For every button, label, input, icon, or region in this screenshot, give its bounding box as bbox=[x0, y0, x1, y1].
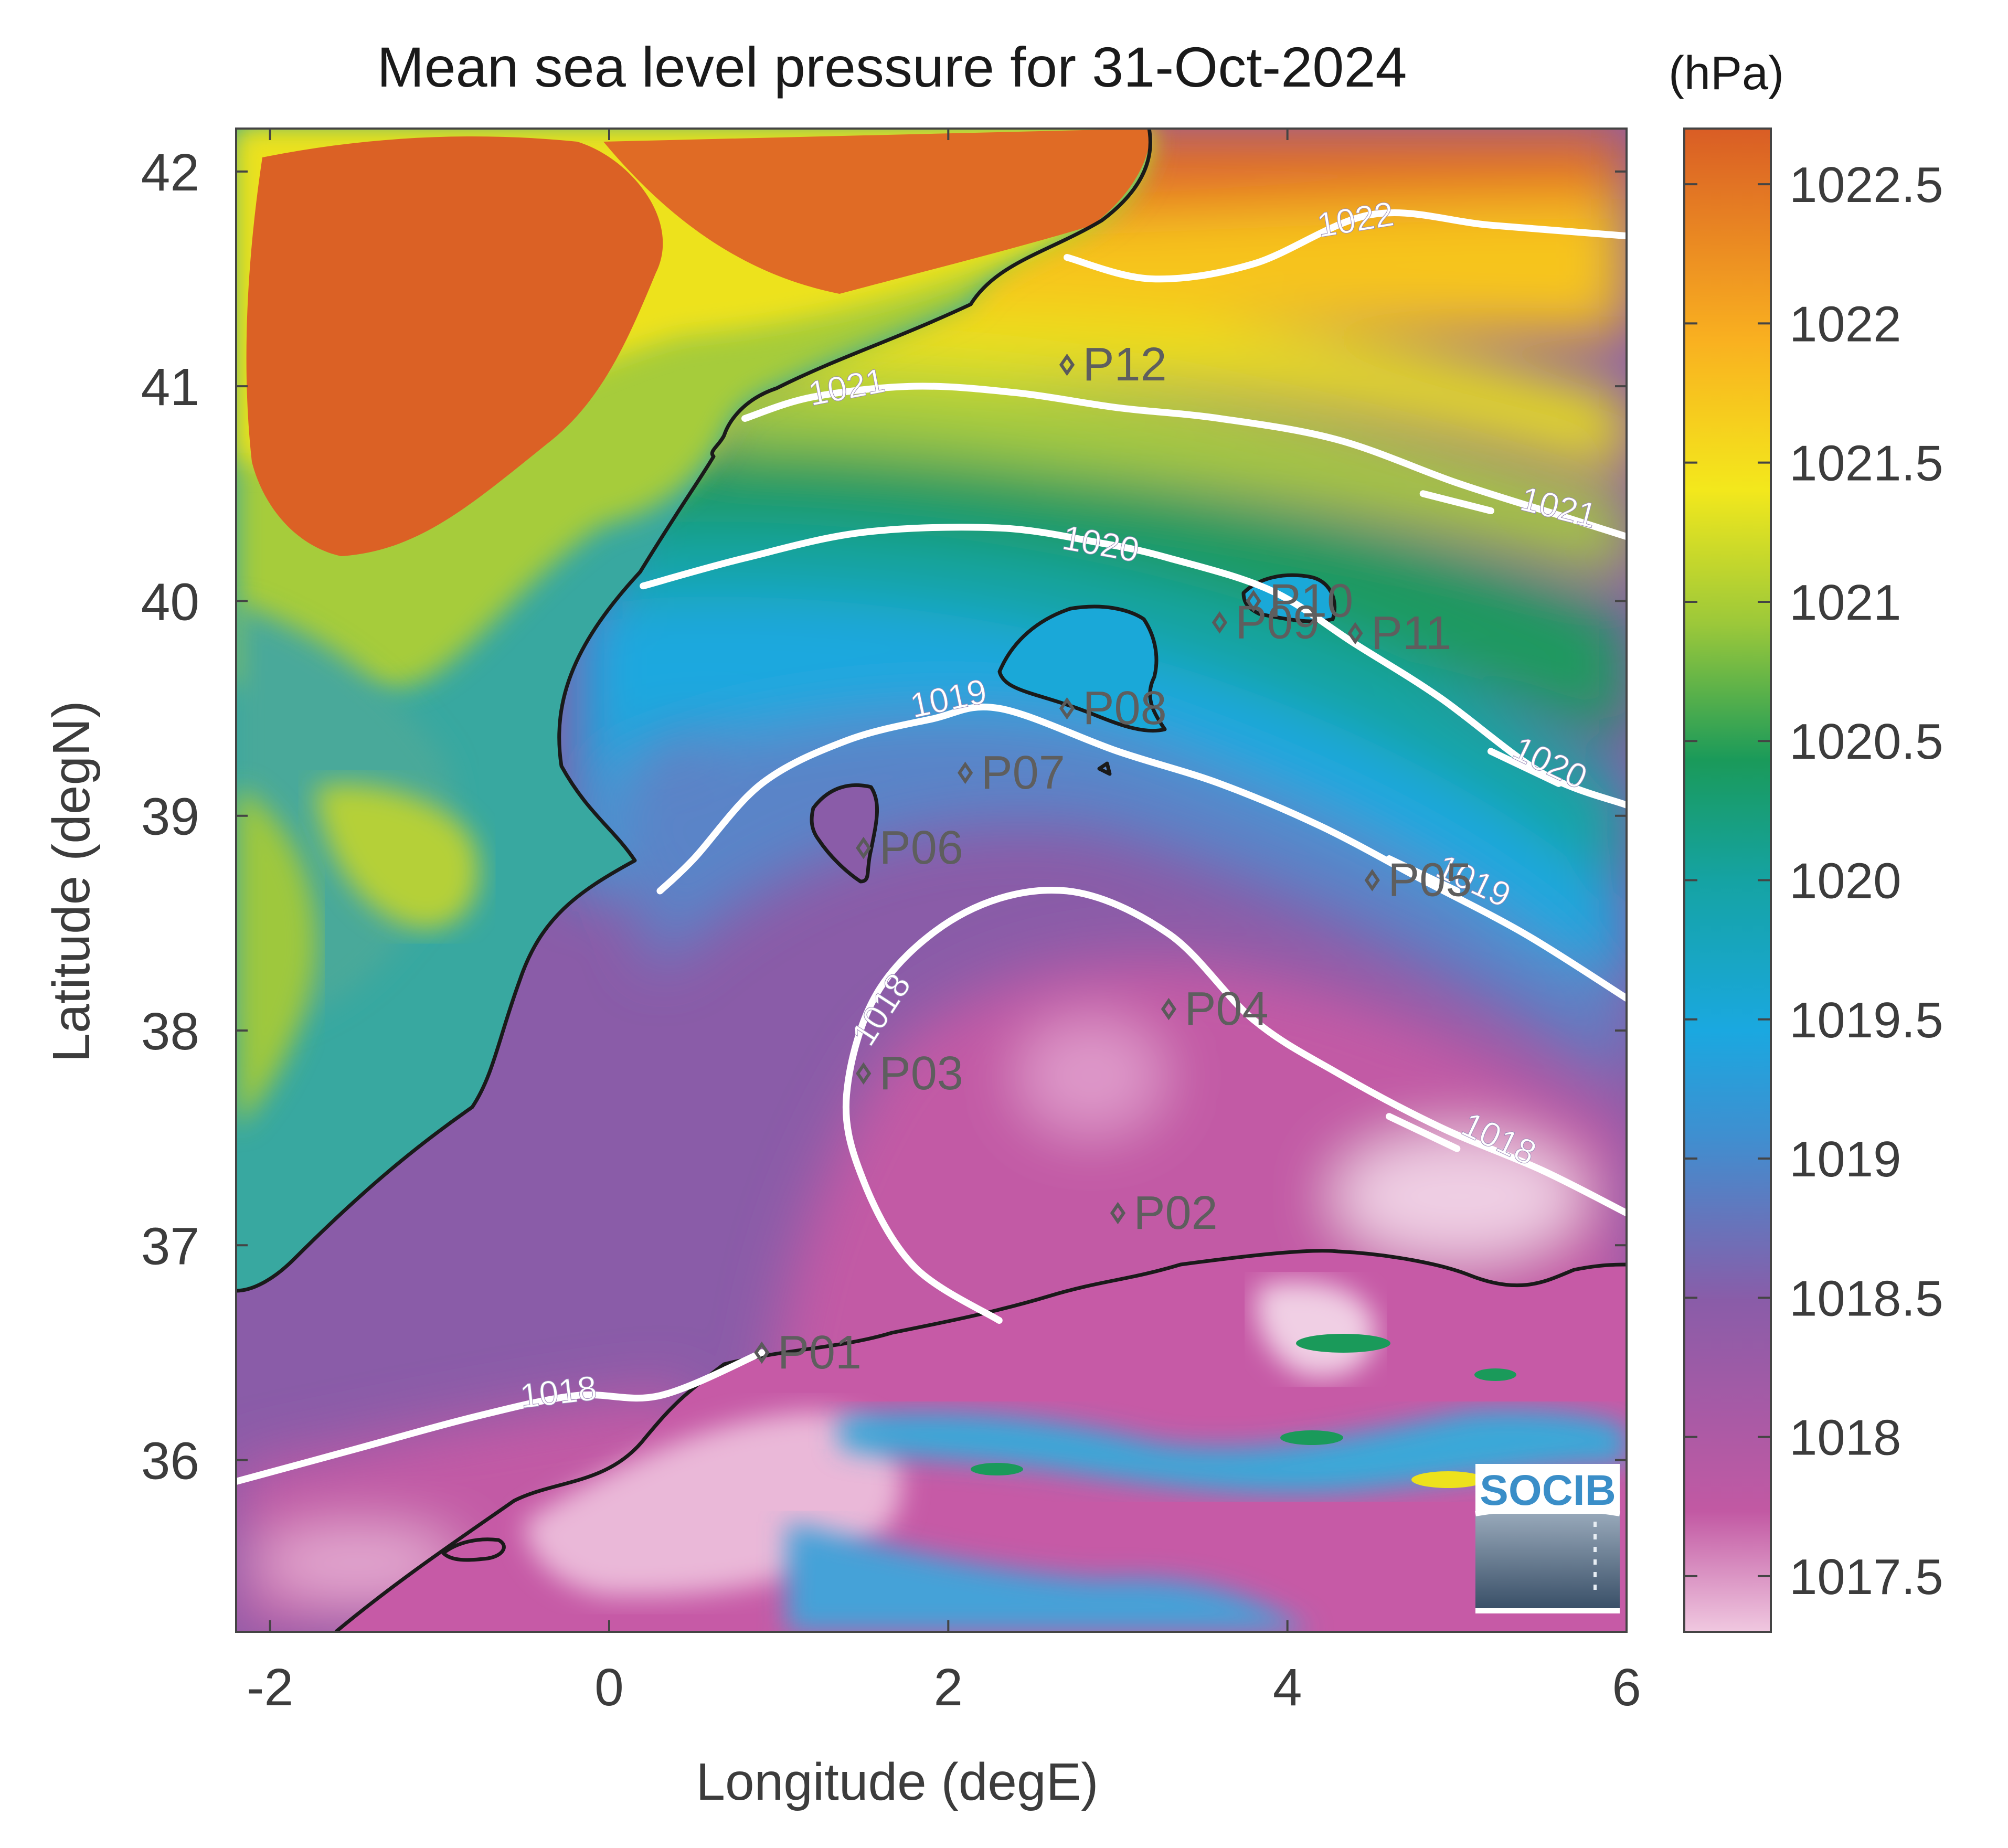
colorbar-tick-label: 1018 bbox=[1789, 1410, 1901, 1466]
isobar-line bbox=[741, 383, 1627, 540]
x-tick-label: -2 bbox=[247, 1658, 293, 1717]
isobar-line bbox=[1386, 855, 1461, 895]
y-axis-label: Latitude (degN) bbox=[42, 700, 101, 1062]
map-axes: -2 0 2 4 6 36 37 38 39 40 41 42 bbox=[141, 129, 1641, 1717]
station-marker-icon bbox=[856, 1062, 872, 1085]
colorbar-tick-label: 1020 bbox=[1789, 853, 1901, 909]
station-marker-icon bbox=[1246, 590, 1261, 612]
station-label: P06 bbox=[879, 822, 963, 874]
y-tick-label: 42 bbox=[141, 143, 199, 202]
station-p03: P03 bbox=[856, 1047, 963, 1100]
isobar-label: 1018 bbox=[518, 1368, 599, 1415]
station-p06: P06 bbox=[856, 822, 963, 874]
isobar-line bbox=[842, 886, 1627, 1324]
colorbar-tick-label: 1018.5 bbox=[1789, 1270, 1943, 1326]
colorbar-tick-label: 1021.5 bbox=[1789, 436, 1943, 492]
colorbar: 1022.5 1022 1021.5 1021 1020.5 1020 1019.5 1019… bbox=[1683, 128, 1943, 1633]
station-marker-icon bbox=[1110, 1202, 1126, 1225]
station-p12: P12 bbox=[1059, 338, 1167, 391]
station-label: P10 bbox=[1269, 575, 1353, 627]
colorbar-tick-label: 1019.5 bbox=[1789, 992, 1943, 1048]
station-label: P03 bbox=[879, 1047, 963, 1100]
y-tick-label: 39 bbox=[141, 788, 199, 846]
map-plot-area: 1022102110211020102010191019101810181018… bbox=[236, 129, 1627, 1632]
station-label: P12 bbox=[1083, 338, 1167, 391]
y-tick-label: 38 bbox=[141, 1002, 199, 1061]
station-marker-icon bbox=[754, 1341, 770, 1364]
y-tick-label: 36 bbox=[141, 1432, 199, 1491]
station-p01: P01 bbox=[754, 1326, 862, 1379]
y-tick-label: 40 bbox=[141, 572, 199, 631]
colorbar-tick-label: 1017.5 bbox=[1789, 1549, 1943, 1605]
station-marker-icon bbox=[1059, 697, 1075, 720]
x-tick-label: 2 bbox=[934, 1658, 963, 1717]
station-marker-icon bbox=[1059, 353, 1075, 376]
station-marker-icon bbox=[957, 761, 973, 784]
colorbar-tick-label: 1020.5 bbox=[1789, 714, 1943, 770]
colorbar-tick-label: 1022 bbox=[1789, 296, 1901, 352]
station-p05: P05 bbox=[1364, 854, 1472, 907]
isobar-1018-9: 1018 bbox=[236, 1349, 766, 1485]
station-marker-icon bbox=[856, 836, 872, 859]
station-p08: P08 bbox=[1059, 682, 1167, 735]
plot-frame bbox=[235, 128, 1628, 1633]
station-label: P11 bbox=[1371, 607, 1451, 660]
isobar-line bbox=[640, 524, 1627, 809]
socib-logo: SOCIB bbox=[1475, 1464, 1620, 1613]
station-p07: P07 bbox=[957, 747, 1065, 799]
isobar-label-group: 1018 bbox=[517, 1368, 599, 1416]
balearic-islands bbox=[812, 575, 1335, 881]
colorbar-ticks: 1022.5 1022 1021.5 1021 1020.5 1020 1019.5 1019… bbox=[1684, 157, 1943, 1605]
colorbar-tick-label: 1019 bbox=[1789, 1131, 1901, 1187]
station-p10: P10 bbox=[1246, 575, 1353, 627]
colorbar-unit: (hPa) bbox=[1669, 47, 1784, 100]
x-tick-label: 0 bbox=[594, 1658, 624, 1717]
station-label: P04 bbox=[1184, 983, 1268, 1035]
station-marker-icon bbox=[1347, 622, 1363, 645]
map-title: Mean sea level pressure for 31-Oct-2024 bbox=[377, 35, 1407, 99]
station-label: P07 bbox=[981, 747, 1065, 799]
station-marker-icon bbox=[1364, 869, 1380, 891]
station-marker-icon bbox=[1212, 611, 1228, 634]
station-label: P05 bbox=[1388, 854, 1472, 907]
isobar-line bbox=[1487, 748, 1563, 787]
socib-logo-text: SOCIB bbox=[1480, 1467, 1616, 1514]
isobar-line bbox=[656, 703, 1627, 1002]
station-label: P01 bbox=[778, 1326, 862, 1379]
x-tick-label: 4 bbox=[1273, 1658, 1302, 1717]
land-iberia bbox=[236, 129, 1151, 1291]
y-tick-label: 41 bbox=[141, 358, 199, 417]
colorbar-tick-label: 1021 bbox=[1789, 575, 1901, 631]
station-p11: P11 bbox=[1347, 607, 1451, 660]
isobar-line bbox=[1386, 1113, 1461, 1152]
colorbar-gradient bbox=[1683, 128, 1772, 1633]
coastline bbox=[236, 129, 1627, 1632]
station-label: P02 bbox=[1133, 1187, 1217, 1239]
x-axis-label: Longitude (degE) bbox=[696, 1753, 1098, 1811]
station-label: P08 bbox=[1083, 682, 1167, 735]
station-p02: P02 bbox=[1110, 1187, 1218, 1239]
land-north-africa bbox=[236, 1250, 1627, 1632]
colorbar-tick-label: 1022.5 bbox=[1789, 157, 1943, 213]
isobar-line bbox=[236, 1349, 766, 1485]
x-tick-label: 6 bbox=[1612, 1658, 1641, 1717]
isobar-line bbox=[1419, 490, 1494, 515]
station-marker-icon bbox=[1161, 997, 1177, 1021]
isobar-line bbox=[1064, 209, 1627, 283]
station-p04: P04 bbox=[1161, 983, 1269, 1035]
y-tick-label: 37 bbox=[141, 1217, 199, 1276]
